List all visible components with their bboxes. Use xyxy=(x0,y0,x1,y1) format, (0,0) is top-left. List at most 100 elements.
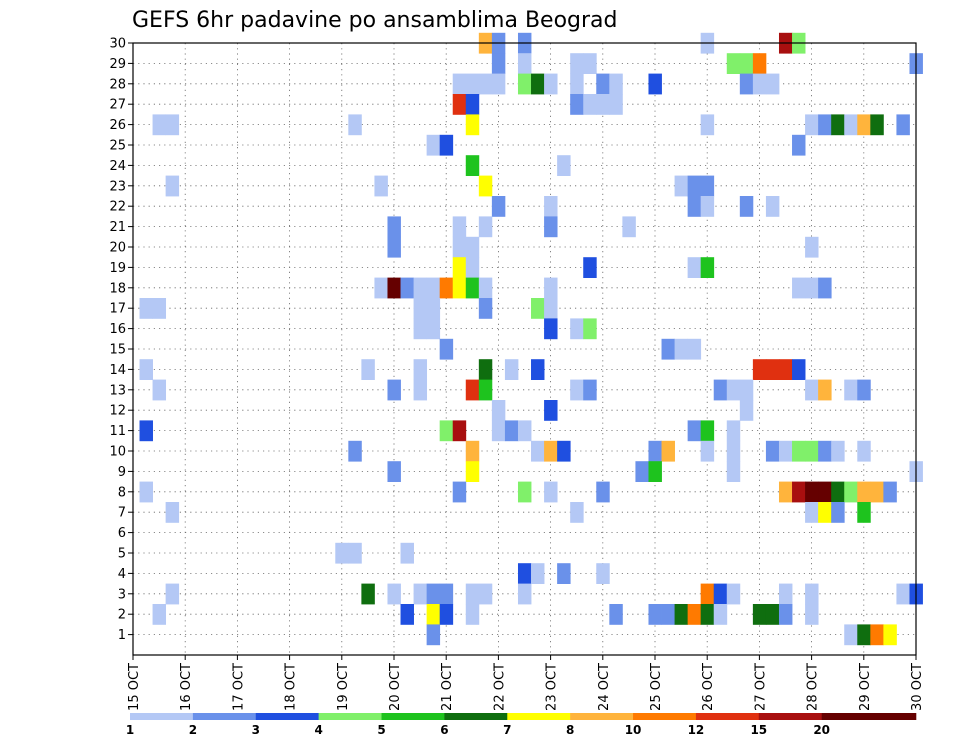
precip-cell xyxy=(609,94,623,115)
x-tick-label: 21 OCT xyxy=(440,663,455,711)
colorbar-label: 7 xyxy=(503,723,511,737)
precip-cell xyxy=(752,73,767,95)
precip-cell xyxy=(726,53,741,74)
precip-cell xyxy=(792,359,806,380)
y-tick-label: 22 xyxy=(109,200,126,215)
y-tick-label: 21 xyxy=(109,220,126,235)
precip-cell xyxy=(805,379,819,401)
precip-cell xyxy=(413,583,428,605)
precip-cell xyxy=(478,298,493,319)
precip-cell xyxy=(465,461,480,482)
x-tick-label: 22 OCT xyxy=(492,663,507,711)
precip-cell xyxy=(570,73,584,95)
precip-cell xyxy=(452,420,467,442)
precip-cell xyxy=(805,481,819,503)
colorbar-swatch xyxy=(633,713,697,720)
precip-cell xyxy=(491,73,506,95)
y-tick-label: 1 xyxy=(118,628,126,643)
precip-cell xyxy=(739,400,754,421)
x-tick-label: 28 OCT xyxy=(806,663,821,711)
precip-cell xyxy=(687,196,702,217)
precip-cell xyxy=(348,440,362,462)
data-cells xyxy=(139,32,923,646)
colorbar-swatch xyxy=(255,713,319,720)
precip-cell xyxy=(544,277,558,299)
y-tick-label: 3 xyxy=(118,587,126,602)
precip-cell xyxy=(544,73,558,95)
precip-cell xyxy=(361,583,375,605)
precip-cell xyxy=(661,440,675,462)
x-tick-label: 16 OCT xyxy=(179,663,194,711)
precip-cell xyxy=(504,420,519,442)
precip-cell xyxy=(765,359,780,380)
precip-cell xyxy=(465,236,480,258)
colorbar-swatch xyxy=(695,713,760,720)
precip-cell xyxy=(700,196,715,217)
colorbar-label: 1 xyxy=(126,723,134,737)
precip-cell xyxy=(674,338,689,360)
precip-cell xyxy=(818,502,832,523)
precip-cell xyxy=(544,440,558,462)
precip-cell xyxy=(544,216,558,238)
colorbar-swatch xyxy=(507,713,571,720)
precip-cell xyxy=(465,94,480,115)
precip-cell xyxy=(557,155,571,176)
precip-cell xyxy=(452,277,467,299)
precip-cell xyxy=(517,420,532,442)
precip-cell xyxy=(726,379,741,401)
precip-cell xyxy=(465,114,480,136)
precip-cell xyxy=(426,134,441,156)
y-tick-label: 7 xyxy=(118,506,126,521)
precip-cell xyxy=(452,94,467,115)
precip-cell xyxy=(700,440,715,462)
precip-cell xyxy=(152,604,167,625)
precip-cell xyxy=(387,236,401,258)
colorbar-label: 8 xyxy=(566,723,574,737)
precip-cell xyxy=(857,440,871,462)
precip-cell xyxy=(674,175,689,197)
y-tick-label: 26 xyxy=(109,118,126,133)
precip-cell xyxy=(583,94,597,115)
precip-cell xyxy=(739,379,754,401)
precip-cell xyxy=(348,114,362,136)
precip-cell xyxy=(870,114,884,136)
y-tick-label: 2 xyxy=(118,608,126,623)
precip-cell xyxy=(544,318,558,340)
precip-cell xyxy=(726,440,741,462)
precip-cell xyxy=(596,94,610,115)
precip-cell xyxy=(465,155,480,176)
y-tick-label: 16 xyxy=(109,322,126,337)
precip-cell xyxy=(844,379,858,401)
colorbar-label: 15 xyxy=(750,723,767,737)
precip-cell xyxy=(452,216,467,238)
precip-cell xyxy=(700,583,715,605)
precip-cell xyxy=(465,379,480,401)
precip-cell xyxy=(387,216,401,238)
precip-cell xyxy=(818,277,832,299)
precip-cell xyxy=(374,277,388,299)
y-tick-label: 11 xyxy=(109,424,126,439)
precip-cell xyxy=(491,196,506,217)
precip-cell xyxy=(491,53,506,74)
precip-cell xyxy=(792,481,806,503)
x-axis-ticks: 15 OCT 16 OCT 17 OCT 18 OCT 19 OCT 20 OCT 21 O… xyxy=(127,655,925,711)
precip-cell xyxy=(635,461,649,482)
colorbar-swatch xyxy=(192,713,257,720)
precip-cell xyxy=(805,114,819,136)
precip-cell xyxy=(465,73,480,95)
precip-cell xyxy=(831,440,845,462)
precip-cell xyxy=(713,379,728,401)
precip-cell xyxy=(152,298,167,319)
precip-cell xyxy=(831,502,845,523)
precip-cell xyxy=(426,604,441,625)
precip-cell xyxy=(739,73,754,95)
precip-cell xyxy=(687,420,702,442)
precip-cell xyxy=(570,318,584,340)
x-tick-label: 24 OCT xyxy=(597,663,612,711)
precip-cell xyxy=(491,400,506,421)
x-tick-label: 30 OCT xyxy=(910,663,925,711)
precip-cell xyxy=(596,73,610,95)
precip-cell xyxy=(439,420,454,442)
precip-cell xyxy=(622,216,636,238)
